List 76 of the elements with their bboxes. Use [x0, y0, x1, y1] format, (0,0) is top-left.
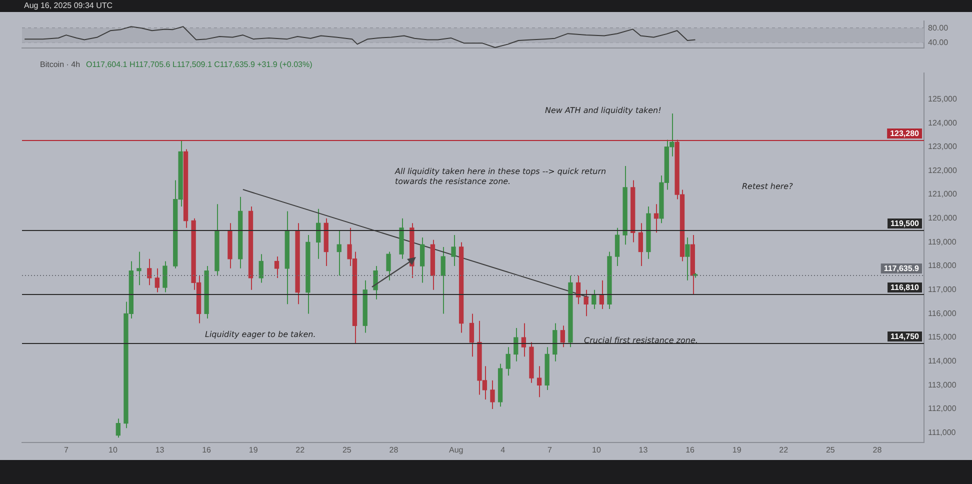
candlestick	[514, 328, 518, 362]
candlestick	[336, 230, 342, 276]
candlestick	[506, 346, 510, 376]
y-tick-label: 40.00	[928, 38, 949, 47]
x-tick-label: 28	[872, 445, 882, 454]
candlestick	[316, 208, 321, 260]
x-tick-label: 16	[202, 445, 212, 454]
y-tick-label: 124,000	[928, 118, 958, 128]
candlestick	[536, 366, 542, 398]
y-tick-label: 118,000	[928, 261, 957, 270]
candlestick	[560, 325, 566, 348]
chart-title: Bitcoin · 4h	[40, 60, 80, 69]
annotation: Liquidity eager to be taken.	[205, 330, 316, 340]
annotation: Crucial first resistance zone.	[584, 336, 698, 346]
candlestick	[576, 275, 581, 305]
y-tick-label: 120,000	[928, 214, 958, 223]
x-tick-label: 25	[826, 445, 836, 454]
y-tick-label: 122,000	[928, 166, 958, 175]
x-tick-label: 10	[108, 445, 118, 454]
candlestick	[420, 236, 425, 284]
candlestick	[614, 227, 620, 267]
y-tick-label: 114,000	[928, 356, 957, 366]
candlestick	[685, 236, 690, 281]
ref-line-label: 117,635.9	[884, 264, 920, 274]
x-tick-label: 22	[779, 445, 789, 454]
x-tick-label: 13	[155, 445, 165, 454]
y-tick-label: 116,000	[928, 308, 957, 318]
candlestick	[147, 258, 152, 286]
y-tick-label: 117,000	[928, 285, 957, 294]
text: O117,604.1 H117,705.6 L117,509.1 C117,635.9 +31.9 (+0.03%)	[86, 60, 312, 69]
candlestick	[599, 280, 604, 310]
y-tick-label: 115,000	[928, 332, 957, 342]
x-tick-label: 19	[732, 445, 742, 454]
x-tick-label: 10	[592, 445, 602, 454]
ref-line-label: 116,810	[890, 283, 920, 292]
x-tick-label: Aug	[448, 445, 464, 454]
candlestick	[451, 234, 456, 267]
x-tick-label: 19	[248, 445, 258, 454]
y-tick-label: 119,000	[928, 237, 957, 246]
annotation: New ATH and liquidity taken!	[545, 106, 662, 116]
x-tick-label: 4	[500, 445, 506, 454]
text: Aug 16, 2025 09:34 UTC	[24, 0, 113, 12]
candlestick	[154, 268, 160, 293]
y-tick-label: 125,000	[928, 94, 958, 104]
candlestick	[162, 260, 168, 293]
x-tick-label: 7	[64, 445, 69, 454]
x-tick-label: 7	[547, 445, 552, 454]
x-tick-label: 16	[686, 445, 696, 454]
candlestick	[638, 222, 643, 267]
candlestick	[136, 251, 142, 286]
candlestick	[373, 266, 378, 300]
y-tick-label: 111,000	[928, 428, 956, 438]
x-tick-label: 25	[342, 445, 352, 454]
y-tick-label: 113,000	[928, 380, 957, 390]
x-tick-label: 22	[296, 445, 306, 454]
candlestick	[258, 254, 264, 284]
candlestick	[386, 251, 391, 281]
candlestick	[469, 313, 474, 358]
candlestick	[490, 380, 495, 410]
candlestick	[116, 418, 121, 438]
y-tick-label: 121,000	[928, 190, 958, 199]
y-tick-label: 123,000	[928, 142, 958, 152]
y-tick-label: 112,000	[928, 404, 957, 414]
candlestick	[584, 289, 588, 317]
candlestick	[440, 246, 446, 314]
annotation: All liquidity taken here in these tops --> quick return towards the resistance zone.	[395, 167, 608, 187]
x-tick-label: 13	[638, 445, 648, 454]
y-tick-label: 80.00	[928, 23, 949, 32]
candlestick	[521, 322, 526, 358]
ref-line-label: 114,750	[890, 332, 920, 342]
candlestick	[274, 256, 280, 278]
x-tick-label: 28	[389, 445, 399, 454]
candlestick	[592, 289, 596, 310]
annotation: Retest here?	[742, 182, 793, 192]
ref-line-label: 119,500	[890, 219, 920, 228]
ref-line-label: 123,280	[890, 129, 920, 138]
